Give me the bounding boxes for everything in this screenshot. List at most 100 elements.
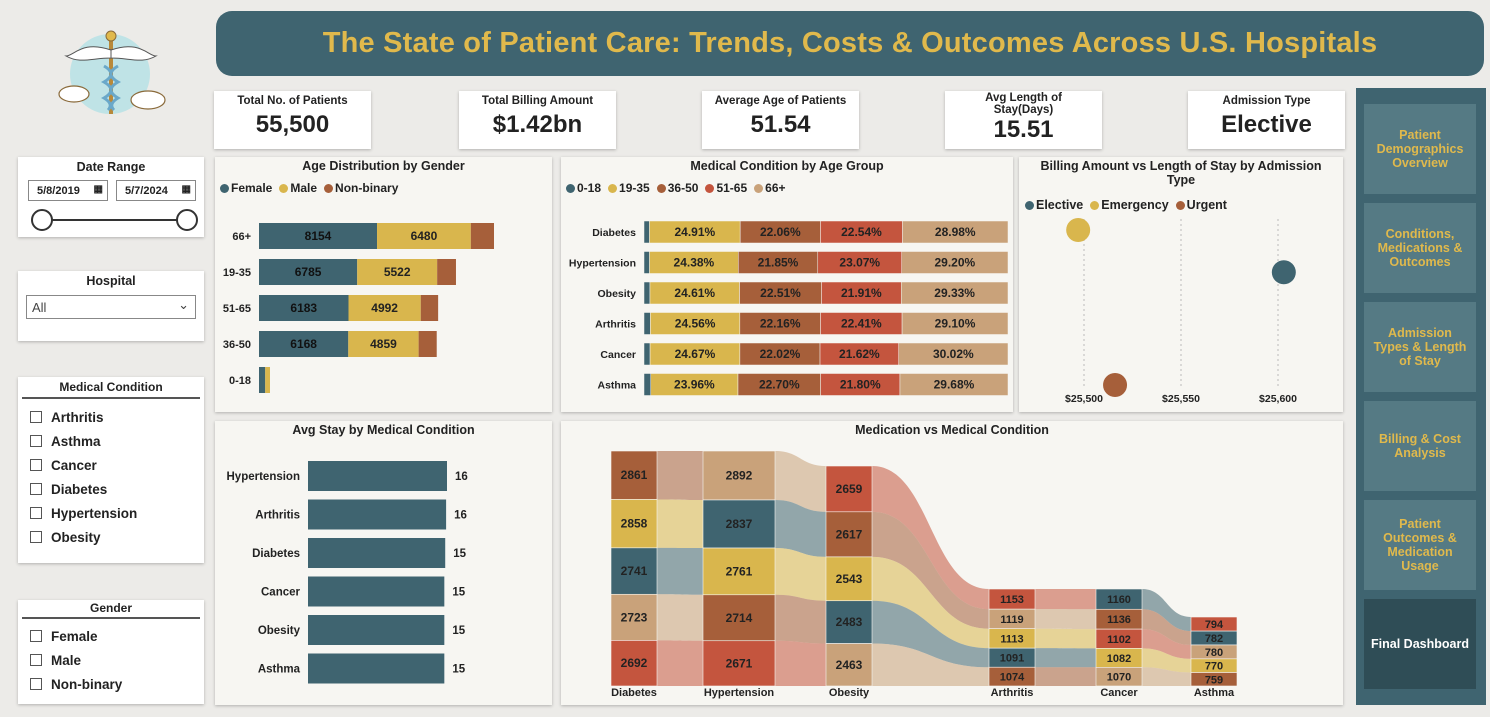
node-value-label: 2741 [621, 564, 648, 578]
bar [308, 653, 445, 684]
checkbox-obesity[interactable]: Obesity [18, 525, 204, 549]
data-label: 22.02% [760, 347, 801, 361]
checkbox[interactable] [30, 531, 42, 543]
sankey-link [1035, 589, 1096, 610]
date-slider-track[interactable] [42, 219, 186, 221]
checkbox[interactable] [30, 630, 42, 642]
data-label: 29.10% [935, 317, 976, 331]
checkbox[interactable] [30, 483, 42, 495]
sankey-link [657, 499, 703, 549]
y-tick-label: Diabetes [592, 227, 636, 239]
legend-item: 36-50 [656, 181, 699, 195]
y-tick-label: Hypertension [569, 258, 636, 270]
nav-final-dashboard[interactable]: Final Dashboard [1364, 599, 1476, 689]
checkbox-hypertension[interactable]: Hypertension [18, 501, 204, 525]
data-label: 29.33% [934, 286, 975, 300]
sankey-link [1142, 667, 1191, 686]
sankey-link [1035, 628, 1096, 649]
data-label: 28.98% [935, 225, 976, 239]
bar-segment [348, 295, 421, 321]
checkbox-male[interactable]: Male [18, 648, 204, 672]
checkbox-label: Diabetes [51, 481, 108, 497]
legend-item: Urgent [1175, 198, 1227, 212]
x-category-label: Arthritis [991, 687, 1034, 699]
hospital-dropdown[interactable]: All ⌄ [26, 295, 196, 319]
logo [52, 22, 170, 122]
hospital-slicer: Hospital All ⌄ [18, 271, 204, 341]
legend-dot [566, 183, 575, 193]
nav-patient-outcomes[interactable]: Patient Outcomes & Medication Usage [1364, 500, 1476, 590]
checkbox[interactable] [30, 435, 42, 447]
y-tick-label: Obesity [597, 288, 636, 300]
chart-title: Billing Amount vs Length of Stay by Admi… [1040, 159, 1322, 187]
node-value-label: 2483 [836, 615, 863, 629]
date-slider-start-handle[interactable] [31, 209, 53, 231]
checkbox[interactable] [30, 411, 42, 423]
checkbox[interactable] [30, 654, 42, 666]
kpi-value: $1.42bn [492, 111, 583, 138]
y-tick-label: Asthma [597, 380, 636, 392]
sankey-link [657, 640, 703, 686]
scatter-point [1271, 260, 1296, 285]
checkbox-non-binary[interactable]: Non-binary [18, 672, 204, 696]
data-label: 21.91% [841, 286, 882, 300]
bar-segment [899, 373, 1009, 396]
kpi-average-age: Average Age of Patients 51.54 [702, 91, 859, 149]
data-label: 21.62% [839, 347, 880, 361]
bar-segment [377, 223, 471, 249]
legend-item: 51-65 [705, 181, 747, 195]
sankey-link [657, 547, 703, 595]
start-date-field[interactable]: 5/8/2019 ▦ [28, 180, 108, 201]
node-value-label: 2861 [621, 468, 648, 482]
legend-dot [1175, 200, 1185, 210]
x-category-label: Obesity [829, 687, 870, 699]
bar-segment [470, 223, 494, 249]
bar [308, 576, 445, 607]
dashboard-header: The State of Patient Care: Trends, Costs… [216, 11, 1484, 76]
nav-admission-types[interactable]: Admission Types & Length of Stay [1364, 302, 1476, 392]
date-slider-end-handle[interactable] [176, 209, 198, 231]
node-value-label: 2692 [621, 656, 648, 670]
kpi-label: Admission Type [1222, 95, 1311, 107]
sankey-link [1035, 609, 1096, 630]
data-label: 29.20% [935, 256, 976, 270]
data-label: 21.85% [758, 256, 799, 270]
data-label: 24.91% [674, 225, 715, 239]
sankey-node [825, 643, 873, 687]
end-date-field[interactable]: 5/7/2024 ▦ [116, 180, 196, 201]
checkbox[interactable] [30, 459, 42, 471]
checkbox[interactable] [30, 678, 42, 690]
nav-patient-demographics[interactable]: Patient Demographics Overview [1364, 104, 1476, 194]
x-tick-label: $25,600 [1259, 393, 1297, 405]
checkbox-arthritis[interactable]: Arthritis [18, 405, 204, 429]
legend-label: Male [290, 181, 318, 195]
sankey-link [872, 556, 989, 649]
sankey-link [775, 451, 826, 512]
kpi-total-patients: Total No. of Patients 55,500 [214, 91, 371, 149]
age-distribution-panel: Age Distribution by Gender Female Male N… [215, 157, 552, 412]
sankey-link [1035, 667, 1096, 686]
legend-dot [279, 183, 289, 193]
checkbox-diabetes[interactable]: Diabetes [18, 477, 204, 501]
nav-conditions-medications[interactable]: Conditions, Medications & Outcomes [1364, 203, 1476, 293]
checkbox-cancer[interactable]: Cancer [18, 453, 204, 477]
chart-legend: Female Male Non-binary [220, 181, 401, 195]
legend-label: Elective [1036, 198, 1084, 212]
checkbox-asthma[interactable]: Asthma [18, 429, 204, 453]
checkbox-female[interactable]: Female [18, 624, 204, 648]
y-tick-label: Arthritis [255, 510, 300, 522]
sankey-link [775, 499, 826, 557]
checkbox[interactable] [30, 507, 42, 519]
sankey-link [1142, 648, 1191, 673]
legend-label: Female [231, 181, 273, 195]
bar-segment [259, 367, 266, 393]
y-tick-label: Cancer [600, 349, 636, 361]
legend-label: Emergency [1101, 198, 1169, 212]
nav-billing-cost[interactable]: Billing & Cost Analysis [1364, 401, 1476, 491]
data-label: 22.54% [841, 225, 882, 239]
bar-segment [902, 220, 1009, 244]
y-tick-label: Asthma [258, 664, 301, 676]
legend-label: 36-50 [667, 181, 699, 195]
legend-dot [656, 183, 666, 193]
data-label: 24.38% [674, 256, 715, 270]
